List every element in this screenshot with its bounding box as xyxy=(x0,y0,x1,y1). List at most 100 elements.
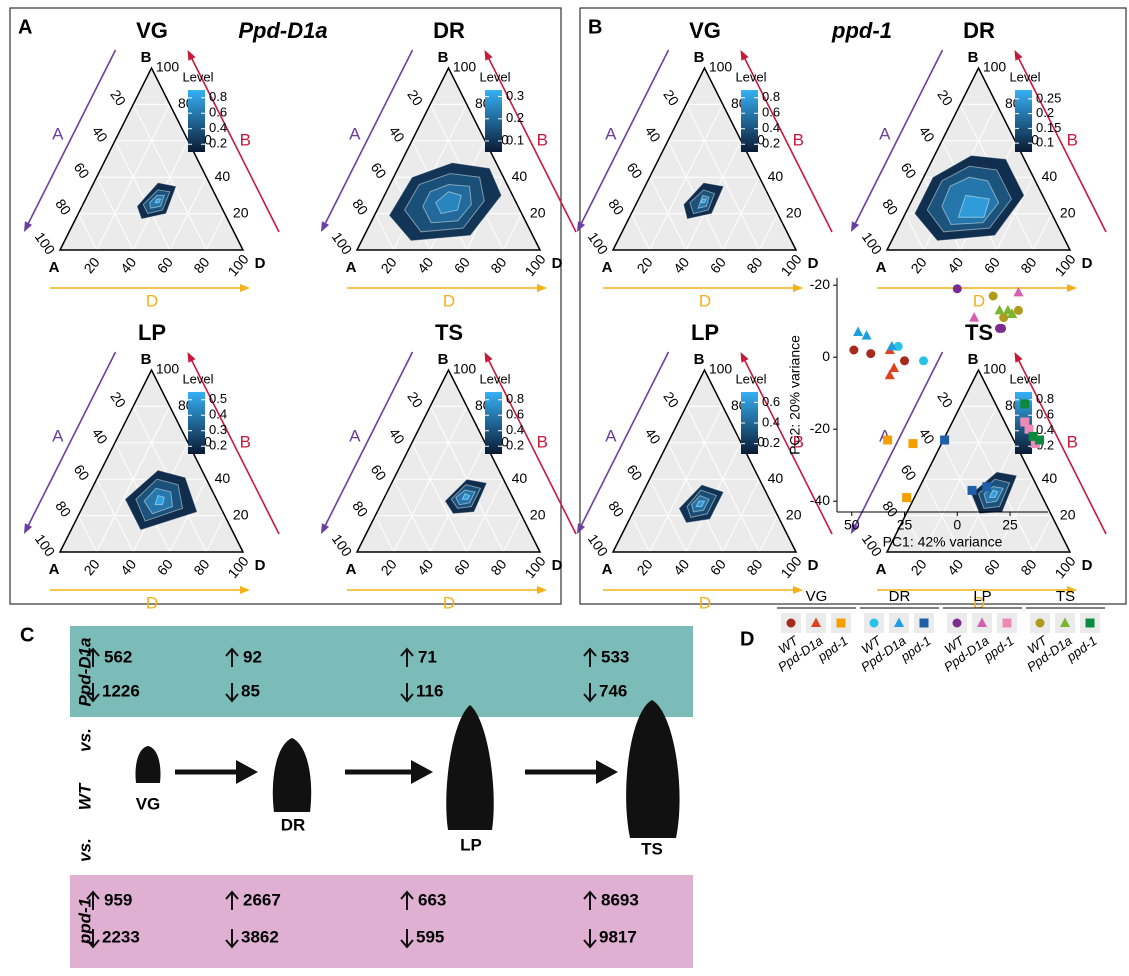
a-tick-label: 60 xyxy=(71,159,93,181)
colorbar-label: 0.2 xyxy=(762,435,780,450)
d-tick-label: 40 xyxy=(670,254,692,276)
down-count: 1226 xyxy=(102,681,140,700)
d-tick-label: 80 xyxy=(190,254,212,276)
x-tick-label: 50 xyxy=(844,517,860,533)
point xyxy=(1036,619,1045,628)
point xyxy=(969,312,979,322)
corner-label: A xyxy=(602,259,613,276)
a-tick-label: 60 xyxy=(898,159,920,181)
axis-title: B xyxy=(1067,130,1078,149)
d-tick-label: 80 xyxy=(743,254,765,276)
d-tick-label: 60 xyxy=(981,254,1003,276)
d-tick-label: 60 xyxy=(981,556,1003,578)
panel-label: A xyxy=(18,16,32,38)
page: {"panel_labels": ["A", "B", "C", "D"], "… xyxy=(0,0,1129,976)
d-tick-label: 40 xyxy=(117,254,139,276)
a-tick-label: 20 xyxy=(934,389,956,411)
comparison-label: vs. xyxy=(75,838,94,862)
colorbar xyxy=(188,392,205,454)
d-tick-label: 100 xyxy=(224,251,251,279)
d-tick-label: 60 xyxy=(707,254,729,276)
arrowhead xyxy=(577,523,585,534)
up-count: 71 xyxy=(418,647,437,666)
a-tick-label: 60 xyxy=(624,159,646,181)
colorbar-label: 0.4 xyxy=(762,120,780,135)
arrowhead xyxy=(236,760,258,784)
d-tick-label: 20 xyxy=(907,254,929,276)
panel-label: C xyxy=(20,624,34,646)
point xyxy=(853,327,863,337)
axis-title: A xyxy=(879,124,891,143)
a-tick-label: 40 xyxy=(642,123,664,145)
corner-label: B xyxy=(438,351,449,368)
colorbar-label: 0.2 xyxy=(762,136,780,151)
a-tick-label: 100 xyxy=(32,229,59,257)
legend-title: Level xyxy=(182,371,213,386)
a-tick-label: 80 xyxy=(605,498,627,520)
d-tick-label: 80 xyxy=(743,556,765,578)
point xyxy=(997,324,1006,333)
d-tick-label: 40 xyxy=(414,254,436,276)
colorbar-label: 0.3 xyxy=(506,88,524,103)
d-tick-label: 80 xyxy=(190,556,212,578)
d-tick-label: 20 xyxy=(80,254,102,276)
d-tick-label: 60 xyxy=(451,254,473,276)
comparison-label: vs. xyxy=(75,728,94,752)
up-count: 959 xyxy=(104,890,132,909)
colorbar-label: 0.8 xyxy=(209,89,227,104)
point xyxy=(920,619,929,628)
d-tick-label: 100 xyxy=(777,553,804,581)
legend-title: Level xyxy=(735,69,766,84)
d-tick-label: 20 xyxy=(633,254,655,276)
point xyxy=(902,493,911,502)
a-tick-label: 100 xyxy=(859,229,886,257)
a-tick-label: 20 xyxy=(660,87,682,109)
point xyxy=(953,619,962,628)
axis-title: B xyxy=(1067,432,1078,451)
corner-label: A xyxy=(602,561,613,578)
b-tick-label: 40 xyxy=(215,470,231,486)
colorbar-label: 0.6 xyxy=(209,105,227,120)
corner-label: D xyxy=(552,255,563,272)
point xyxy=(787,619,796,628)
colorbar-label: 0.2 xyxy=(1036,105,1054,120)
y-tick-label: -40 xyxy=(810,492,830,508)
axis-title: D xyxy=(973,291,985,310)
d-tick-label: 20 xyxy=(377,556,399,578)
colorbar-label: 0.4 xyxy=(762,414,780,429)
d-tick-label: 100 xyxy=(777,251,804,279)
arrowhead xyxy=(1067,284,1077,292)
point xyxy=(849,346,858,355)
legend-group: TS xyxy=(1056,588,1075,605)
arrowhead xyxy=(188,50,196,61)
arrowhead xyxy=(537,284,547,292)
point xyxy=(862,330,872,340)
point xyxy=(908,439,917,448)
colorbar-label: 0.4 xyxy=(506,422,524,437)
d-tick-label: 40 xyxy=(944,556,966,578)
a-tick-label: 40 xyxy=(386,123,408,145)
axis-title: D xyxy=(699,291,711,310)
corner-label: A xyxy=(346,259,357,276)
band xyxy=(70,626,693,717)
colorbar-label: 0.8 xyxy=(506,391,524,406)
x-tick-label: 25 xyxy=(1002,517,1018,533)
b-tick-label: 20 xyxy=(786,506,802,522)
chart-title: LP xyxy=(691,320,719,345)
arrowhead xyxy=(793,284,803,292)
point xyxy=(940,436,949,445)
corner-label: A xyxy=(876,259,887,276)
d-tick-label: 60 xyxy=(707,556,729,578)
chart-title: LP xyxy=(138,320,166,345)
colorbar xyxy=(485,392,502,454)
axis-title: D xyxy=(443,593,455,612)
y-axis-title: PC2: 20% variance xyxy=(787,335,803,455)
point xyxy=(837,619,846,628)
point xyxy=(989,292,998,301)
b-tick-label: 40 xyxy=(768,470,784,486)
a-tick-label: 80 xyxy=(52,196,74,218)
b-tick-label: 40 xyxy=(1042,168,1058,184)
arrowhead xyxy=(24,523,32,534)
d-tick-label: 100 xyxy=(224,553,251,581)
axis-title: B xyxy=(240,130,251,149)
